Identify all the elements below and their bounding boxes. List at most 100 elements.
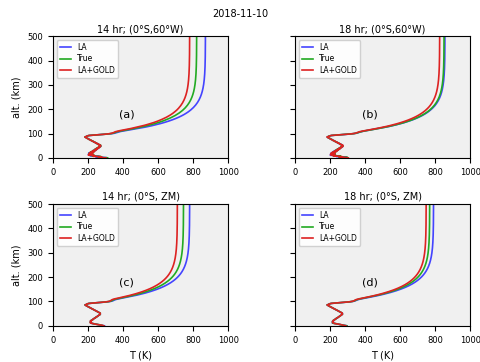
X-axis label: T (K): T (K)	[129, 350, 152, 360]
LA	[203, 56, 208, 60]
LA+GOLD	[85, 302, 91, 306]
True	[180, 233, 186, 237]
Text: (c): (c)	[120, 277, 134, 287]
Text: 2018-11-10: 2018-11-10	[212, 9, 268, 19]
LA+GOLD	[327, 134, 333, 138]
LA	[441, 77, 447, 81]
True	[167, 277, 173, 282]
True	[440, 77, 446, 81]
LA+GOLD	[410, 277, 416, 282]
LA+GOLD	[346, 156, 351, 160]
LA+GOLD	[173, 251, 179, 255]
True	[425, 109, 431, 114]
LA	[202, 65, 208, 69]
Line: LA: LA	[85, 36, 205, 158]
True	[105, 156, 110, 160]
LA	[431, 224, 436, 228]
LA+GOLD	[423, 233, 429, 237]
LA	[186, 233, 192, 237]
True	[180, 244, 185, 249]
LA+GOLD	[187, 56, 192, 60]
Legend: LA, True, LA+GOLD: LA, True, LA+GOLD	[299, 208, 360, 246]
True	[426, 233, 432, 237]
Legend: LA, True, LA+GOLD: LA, True, LA+GOLD	[299, 40, 360, 78]
LA	[442, 65, 447, 69]
LA	[185, 251, 191, 255]
LA	[85, 302, 91, 306]
Legend: LA, True, LA+GOLD: LA, True, LA+GOLD	[57, 208, 118, 246]
LA	[186, 244, 192, 249]
Line: True: True	[327, 36, 444, 158]
True	[413, 277, 419, 282]
True	[180, 202, 186, 206]
Line: True: True	[85, 204, 183, 326]
Line: LA+GOLD: LA+GOLD	[327, 204, 426, 326]
LA+GOLD	[185, 83, 191, 87]
LA+GOLD	[436, 65, 442, 69]
True	[179, 251, 185, 255]
Line: LA: LA	[85, 204, 190, 326]
True	[441, 34, 447, 38]
LA+GOLD	[174, 202, 180, 206]
Line: LA+GOLD: LA+GOLD	[85, 36, 190, 158]
Line: LA+GOLD: LA+GOLD	[327, 36, 440, 158]
LA	[187, 224, 192, 228]
LA+GOLD	[435, 83, 441, 87]
LA+GOLD	[101, 324, 107, 328]
True	[193, 56, 199, 60]
LA+GOLD	[186, 77, 192, 81]
LA+GOLD	[103, 156, 109, 160]
LA	[201, 83, 206, 87]
True	[193, 65, 199, 69]
LA	[431, 202, 436, 206]
True	[180, 224, 186, 228]
Text: (a): (a)	[120, 109, 135, 119]
True	[327, 302, 333, 306]
X-axis label: T (K): T (K)	[371, 350, 394, 360]
LA	[327, 302, 333, 306]
True	[192, 83, 198, 87]
LA+GOLD	[422, 251, 428, 255]
LA+GOLD	[343, 324, 349, 328]
LA	[186, 109, 192, 114]
True	[441, 56, 447, 60]
True	[426, 244, 432, 249]
LA+GOLD	[423, 202, 429, 206]
True	[425, 251, 431, 255]
LA+GOLD	[421, 109, 427, 114]
True	[85, 302, 91, 306]
LA	[203, 34, 208, 38]
LA	[101, 156, 107, 160]
LA+GOLD	[187, 34, 192, 38]
LA	[187, 202, 192, 206]
LA+GOLD	[436, 77, 442, 81]
LA+GOLD	[174, 224, 180, 228]
LA+GOLD	[174, 244, 180, 249]
LA+GOLD	[162, 277, 168, 282]
True	[343, 156, 349, 160]
LA+GOLD	[437, 56, 443, 60]
LA	[327, 134, 333, 138]
LA+GOLD	[423, 224, 429, 228]
Y-axis label: alt. (km): alt. (km)	[12, 76, 22, 118]
Y-axis label: alt. (km): alt. (km)	[12, 244, 22, 286]
True	[441, 65, 446, 69]
Title: 14 hr; (0°S, ZM): 14 hr; (0°S, ZM)	[102, 192, 180, 202]
True	[327, 134, 333, 138]
LA	[344, 324, 350, 328]
Title: 18 hr; (0°S,60°W): 18 hr; (0°S,60°W)	[339, 24, 426, 34]
LA+GOLD	[85, 134, 91, 138]
True	[344, 324, 350, 328]
True	[194, 34, 200, 38]
LA+GOLD	[437, 34, 443, 38]
True	[439, 83, 445, 87]
LA	[416, 277, 422, 282]
True	[179, 109, 184, 114]
LA+GOLD	[186, 65, 192, 69]
LA	[85, 134, 91, 138]
Text: (d): (d)	[361, 277, 377, 287]
Line: LA: LA	[327, 36, 445, 158]
True	[85, 134, 91, 138]
LA	[442, 34, 448, 38]
True	[193, 77, 199, 81]
